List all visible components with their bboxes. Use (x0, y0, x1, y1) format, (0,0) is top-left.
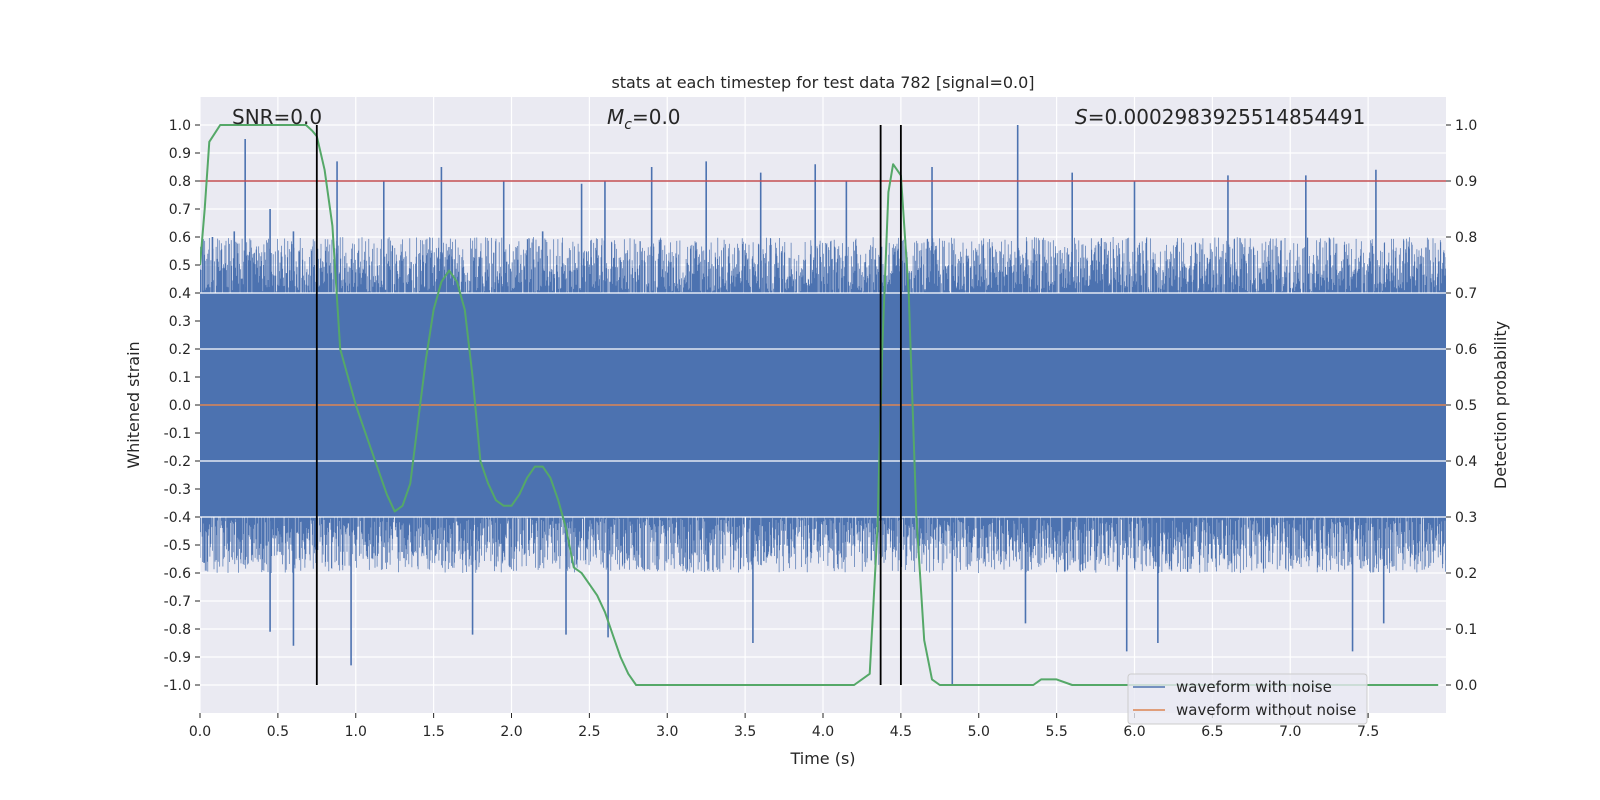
y-left-tick-label: -0.3 (164, 482, 191, 498)
detection-probability-line (200, 124, 1439, 686)
s-symbol: S (1075, 105, 1088, 129)
chirp-mass-value: =0.0 (632, 105, 681, 129)
y-right-tick-label: 0.8 (1455, 230, 1477, 246)
y-left-tick-label: 0.7 (169, 202, 191, 218)
x-tick-label: 5.0 (968, 724, 990, 740)
y-left-tick-label: 0.2 (169, 342, 191, 358)
right-y-axis-label: Detection probability (1491, 321, 1510, 489)
snr-annotation: SNR=0.0 (232, 105, 322, 129)
y-left-tick-label: 0.1 (169, 370, 191, 386)
x-tick-label: 0.0 (189, 724, 211, 740)
x-tick-label: 1.5 (422, 724, 444, 740)
x-tick-label: 1.0 (345, 724, 367, 740)
y-left-tick-label: 1.0 (169, 118, 191, 134)
y-right-tick-label: 0.2 (1455, 566, 1477, 582)
overlay-lines (200, 180, 1446, 518)
x-tick-label: 7.0 (1279, 724, 1301, 740)
y-left-tick-label: -0.6 (164, 566, 191, 582)
y-right-tick-label: 0.7 (1455, 286, 1477, 302)
y-right-tick-label: 0.4 (1455, 454, 1477, 470)
y-left-tick-label: -0.2 (164, 454, 191, 470)
x-tick-label: 2.5 (578, 724, 600, 740)
x-axis-ticks: 0.0 0.5 1.0 1.5 2.0 2.5 3.0 3.5 4.0 4.5 5.0 5.5 6.0 6… (189, 713, 1379, 740)
legend-label-no-noise: waveform without noise (1176, 701, 1356, 719)
y-left-tick-label: 0.0 (169, 398, 191, 414)
x-axis-label: Time (s) (789, 749, 855, 768)
chirp-mass-symbol: M (607, 105, 624, 129)
left-y-axis-label: Whitened strain (124, 341, 143, 468)
y-right-tick-label: 0.0 (1455, 678, 1477, 694)
s-value: =0.0002983925514854491 (1088, 105, 1366, 129)
y-left-tick-label: 0.4 (169, 286, 191, 302)
y-left-tick-label: -0.7 (164, 594, 191, 610)
legend-label-noise: waveform with noise (1176, 678, 1332, 696)
left-y-axis-ticks: 1.0 0.9 0.8 0.7 0.6 0.5 0.4 0.3 0.2 0.1 0.0 -0.1 -0.… (164, 118, 200, 694)
y-right-tick-label: 0.3 (1455, 510, 1477, 526)
chirp-mass-annotation: Mc=0.0 (607, 105, 681, 133)
chart-title: stats at each timestep for test data 782… (611, 73, 1034, 92)
s-annotation: S=0.0002983925514854491 (1075, 105, 1365, 129)
x-tick-label: 5.5 (1045, 724, 1067, 740)
y-left-tick-label: 0.9 (169, 146, 191, 162)
y-right-tick-label: 0.6 (1455, 342, 1477, 358)
y-left-tick-label: -1.0 (164, 678, 191, 694)
x-tick-label: 6.0 (1123, 724, 1145, 740)
y-right-tick-label: 1.0 (1455, 118, 1477, 134)
y-left-tick-label: 0.5 (169, 258, 191, 274)
y-right-tick-label: 0.9 (1455, 174, 1477, 190)
x-tick-label: 0.5 (267, 724, 289, 740)
vertical-markers (315, 125, 902, 685)
x-tick-label: 7.5 (1357, 724, 1379, 740)
x-tick-label: 4.5 (890, 724, 912, 740)
y-left-tick-label: 0.6 (169, 230, 191, 246)
x-tick-label: 4.0 (812, 724, 834, 740)
y-left-tick-label: -0.1 (164, 426, 191, 442)
detection-probability-series (200, 124, 1439, 686)
right-y-axis-ticks: 1.0 0.9 0.8 0.7 0.6 0.5 0.4 0.3 0.2 0.1 0.0 (1446, 118, 1477, 694)
legend-box (1127, 673, 1368, 725)
y-left-tick-label: 0.3 (169, 314, 191, 330)
y-left-tick-label: -0.5 (164, 538, 191, 554)
y-left-tick-label: -0.8 (164, 622, 191, 638)
x-tick-label: 3.0 (656, 724, 678, 740)
x-tick-label: 6.5 (1201, 724, 1223, 740)
x-tick-label: 2.0 (500, 724, 522, 740)
y-left-tick-label: -0.4 (164, 510, 191, 526)
x-tick-label: 3.5 (734, 724, 756, 740)
legend: waveform with noise waveform without noi… (1127, 673, 1368, 725)
y-left-tick-label: 0.8 (169, 174, 191, 190)
y-left-tick-label: -0.9 (164, 650, 191, 666)
y-right-tick-label: 0.5 (1455, 398, 1477, 414)
y-right-tick-label: 0.1 (1455, 622, 1477, 638)
chirp-mass-subscript: c (624, 117, 632, 133)
